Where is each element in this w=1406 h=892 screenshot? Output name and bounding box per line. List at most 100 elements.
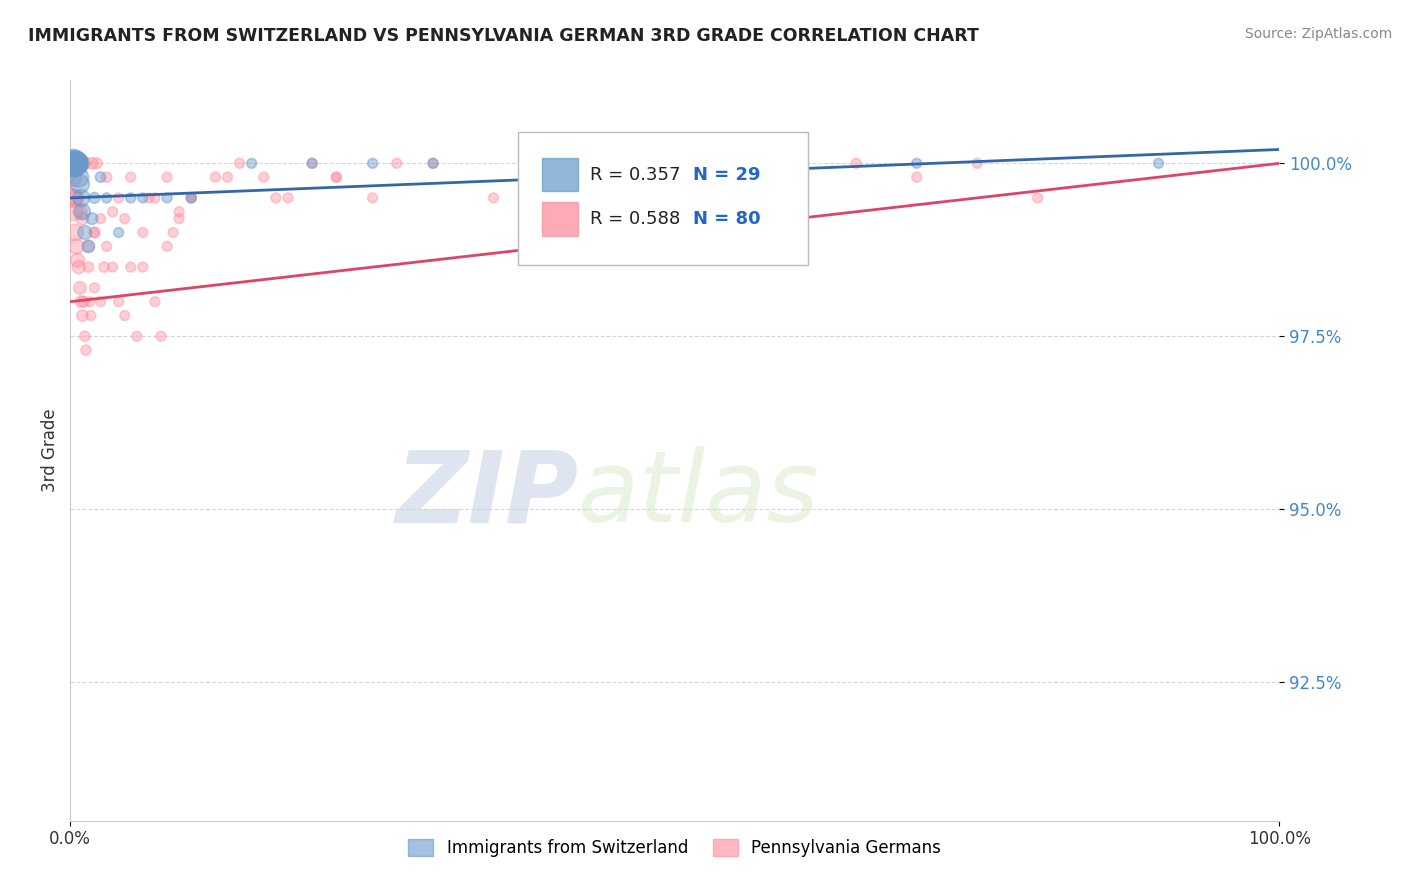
- Point: [301, 156, 323, 170]
- Point: [664, 170, 686, 185]
- Point: [69, 177, 91, 191]
- Text: N = 80: N = 80: [693, 211, 761, 228]
- Point: [150, 329, 173, 343]
- Point: [96, 239, 118, 253]
- Point: [83, 281, 105, 295]
- Point: [83, 226, 105, 240]
- Point: [67, 260, 90, 274]
- Point: [73, 156, 96, 170]
- Bar: [541, 202, 578, 235]
- Point: [277, 191, 299, 205]
- Point: [785, 156, 807, 170]
- Point: [180, 191, 202, 205]
- Point: [422, 156, 444, 170]
- Point: [120, 260, 142, 274]
- Point: [143, 191, 166, 205]
- Point: [543, 156, 565, 170]
- FancyBboxPatch shape: [517, 132, 808, 266]
- Point: [66, 156, 89, 170]
- Point: [79, 294, 101, 309]
- Point: [228, 156, 250, 170]
- Point: [86, 156, 108, 170]
- Point: [60, 170, 83, 185]
- Point: [217, 170, 239, 185]
- Point: [143, 294, 166, 309]
- Point: [167, 211, 190, 226]
- Point: [93, 260, 115, 274]
- Point: [845, 156, 868, 170]
- Text: atlas: atlas: [578, 446, 820, 543]
- Point: [204, 170, 226, 185]
- Point: [66, 253, 89, 268]
- Point: [125, 329, 148, 343]
- Point: [162, 226, 184, 240]
- Legend: Immigrants from Switzerland, Pennsylvania Germans: Immigrants from Switzerland, Pennsylvani…: [402, 832, 948, 864]
- Point: [96, 170, 118, 185]
- Point: [240, 156, 263, 170]
- Point: [66, 156, 89, 170]
- Point: [120, 170, 142, 185]
- Point: [107, 191, 129, 205]
- Point: [101, 260, 124, 274]
- Point: [156, 191, 179, 205]
- Point: [90, 294, 111, 309]
- Point: [83, 191, 105, 205]
- Point: [180, 191, 202, 205]
- Point: [422, 156, 444, 170]
- Point: [65, 191, 87, 205]
- Point: [63, 226, 86, 240]
- Point: [90, 211, 111, 226]
- Point: [70, 294, 93, 309]
- Point: [65, 156, 87, 170]
- Point: [114, 211, 136, 226]
- Point: [63, 156, 86, 170]
- Point: [80, 211, 103, 226]
- Point: [132, 226, 155, 240]
- Point: [1147, 156, 1170, 170]
- Point: [70, 191, 93, 205]
- Point: [73, 226, 96, 240]
- Point: [482, 191, 505, 205]
- Point: [62, 156, 84, 170]
- Bar: [541, 158, 578, 191]
- Point: [72, 211, 94, 226]
- Point: [72, 309, 94, 323]
- Point: [966, 156, 988, 170]
- Point: [905, 156, 928, 170]
- Point: [75, 343, 97, 358]
- Point: [77, 239, 100, 253]
- Point: [77, 260, 100, 274]
- Point: [603, 191, 626, 205]
- Point: [62, 191, 84, 205]
- Point: [73, 329, 96, 343]
- Point: [543, 156, 565, 170]
- Point: [65, 239, 87, 253]
- Text: N = 29: N = 29: [693, 166, 761, 184]
- Point: [132, 191, 155, 205]
- Point: [80, 156, 103, 170]
- Point: [325, 170, 347, 185]
- Point: [301, 156, 323, 170]
- Point: [69, 281, 91, 295]
- Point: [62, 156, 84, 170]
- Point: [70, 156, 93, 170]
- Point: [69, 204, 91, 219]
- Point: [63, 191, 86, 205]
- Point: [83, 226, 105, 240]
- Point: [107, 226, 129, 240]
- Point: [132, 260, 155, 274]
- Point: [325, 170, 347, 185]
- Point: [107, 294, 129, 309]
- Text: R = 0.357: R = 0.357: [591, 166, 681, 184]
- Point: [96, 191, 118, 205]
- Point: [785, 191, 807, 205]
- Text: Source: ZipAtlas.com: Source: ZipAtlas.com: [1244, 27, 1392, 41]
- Point: [361, 156, 384, 170]
- Point: [63, 204, 86, 219]
- Point: [1026, 191, 1049, 205]
- Point: [63, 156, 86, 170]
- Point: [180, 191, 202, 205]
- Point: [90, 170, 111, 185]
- Point: [724, 156, 747, 170]
- Point: [905, 170, 928, 185]
